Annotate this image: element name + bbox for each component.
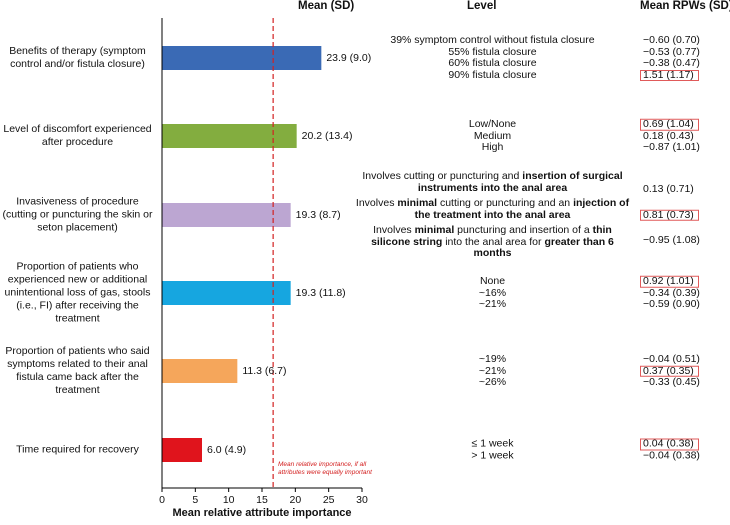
- rpw-group: −0.04 (0.51) 0.37 (0.35) −0.33 (0.45): [640, 352, 730, 389]
- level-group: 39% symptom control without fistula clos…: [355, 34, 630, 81]
- level-text: Involves minimal cutting or puncturing a…: [355, 196, 630, 221]
- level-group: Low/None Medium High: [355, 117, 630, 154]
- rpw-group: 0.92 (1.01) −0.34 (0.39) −0.59 (0.90): [640, 275, 730, 311]
- x-tick-label: 25: [323, 494, 335, 506]
- level-text: 90% fistula closure: [448, 68, 537, 81]
- level-text: > 1 week: [471, 449, 514, 461]
- category-label: Level of discomfort experienced after pr…: [3, 123, 152, 148]
- level-text: ~16%: [478, 286, 507, 299]
- rpw-group: 0.04 (0.38) −0.04 (0.38): [640, 438, 730, 462]
- rpw-value: −0.53 (0.77): [643, 45, 700, 58]
- rpw-value: −0.95 (1.08): [643, 233, 700, 246]
- bar-6: [162, 438, 202, 462]
- rpw-group: −0.60 (0.70) −0.53 (0.77) −0.38 (0.47) 1.51…: [640, 34, 730, 81]
- rpw-value-highlighted: 1.51 (1.17): [640, 69, 699, 81]
- bar-1: [162, 46, 322, 70]
- rpw-value: −0.04 (0.51): [643, 352, 700, 365]
- level-text: Involves cutting or puncturing and inser…: [362, 169, 623, 194]
- rpw-value-highlighted: 0.04 (0.38): [640, 438, 699, 450]
- level-text: Involves minimal puncturing and insertio…: [371, 223, 614, 259]
- level-group: None ~16% ~21%: [355, 274, 630, 311]
- rpw-value: −0.34 (0.39): [643, 286, 700, 299]
- rpw-spacer: [640, 221, 730, 235]
- bar-4: [162, 281, 291, 305]
- rpw-value: −0.04 (0.38): [643, 449, 700, 461]
- reference-line-label: Mean relative importance, if all attribu…: [278, 461, 372, 476]
- x-tick-label: 15: [256, 494, 268, 506]
- bar-value-label: 11.3 (6.7): [242, 365, 287, 377]
- level-text: 60% fistula closure: [448, 57, 537, 69]
- rpw-spacer: [640, 195, 730, 209]
- rpw-value: −0.59 (0.90): [643, 297, 700, 310]
- x-tick-label: 5: [192, 494, 198, 506]
- category-label: Proportion of patients who said symptoms…: [5, 345, 150, 396]
- bar-value-label: 23.9 (9.0): [326, 52, 372, 64]
- category-label: Invasiveness of procedure (cutting or pu…: [2, 195, 153, 234]
- rpw-value-highlighted: 0.92 (1.01): [640, 275, 699, 288]
- level-text: Low/None: [468, 117, 517, 130]
- bar-2: [162, 124, 297, 148]
- level-text: ~19%: [478, 352, 507, 365]
- bar-value-label: 6.0 (4.9): [207, 444, 247, 456]
- rpw-value-highlighted: 0.37 (0.35): [640, 365, 699, 377]
- x-tick-label: 30: [356, 494, 368, 506]
- rpw-group: 0.69 (1.04) 0.18 (0.43) −0.87 (1.01): [640, 118, 730, 154]
- x-tick-label: 10: [223, 494, 235, 506]
- rpw-value-highlighted: 0.69 (1.04): [640, 118, 699, 131]
- level-text: High: [481, 140, 504, 153]
- category-label: Proportion of patients who experienced n…: [4, 260, 151, 325]
- level-text: 55% fistula closure: [448, 45, 537, 58]
- x-tick-label: 0: [159, 494, 165, 506]
- rpw-group: 0.13 (0.71) 0.81 (0.73) −0.95 (1.08): [640, 182, 730, 247]
- rpw-value: −0.38 (0.47): [643, 57, 700, 69]
- level-text: Medium: [473, 129, 512, 142]
- rpw-value: 0.13 (0.71): [643, 182, 694, 195]
- category-label: Benefits of therapy (symptom control and…: [9, 45, 146, 70]
- rpw-value: −0.60 (0.70): [643, 34, 700, 46]
- x-tick-label: 20: [289, 494, 301, 506]
- level-text: 39% symptom control without fistula clos…: [390, 34, 595, 46]
- bar-3: [162, 203, 291, 227]
- header-level: Level: [467, 0, 497, 12]
- rpw-value: −0.33 (0.45): [643, 375, 700, 388]
- rpw-value: 0.18 (0.43): [643, 129, 694, 142]
- level-group: ≤ 1 week > 1 week: [355, 437, 630, 462]
- bar-value-label: 20.2 (13.4): [301, 130, 353, 142]
- x-axis-label: Mean relative attribute importance: [172, 507, 352, 519]
- level-text: ~21%: [478, 364, 507, 377]
- level-text: ≤ 1 week: [471, 437, 514, 450]
- rpw-value-highlighted: 0.81 (0.73): [640, 209, 699, 221]
- category-label: Time required for recovery: [16, 443, 139, 456]
- level-group: Involves cutting or puncturing and inser…: [355, 167, 630, 264]
- header-mean-sd: Mean (SD): [298, 0, 355, 12]
- level-text: None: [479, 274, 506, 287]
- level-text: ~21%: [478, 297, 507, 310]
- rpw-value: −0.87 (1.01): [643, 140, 700, 153]
- bar-value-label: 19.3 (11.8): [295, 287, 346, 299]
- level-text: ~26%: [478, 375, 507, 388]
- bar-value-label: 19.3 (8.7): [295, 209, 341, 221]
- bar-5: [162, 359, 238, 383]
- level-group: ~19% ~21% ~26%: [355, 352, 630, 389]
- header-mean-rpws: Mean RPWs (SD): [640, 0, 730, 12]
